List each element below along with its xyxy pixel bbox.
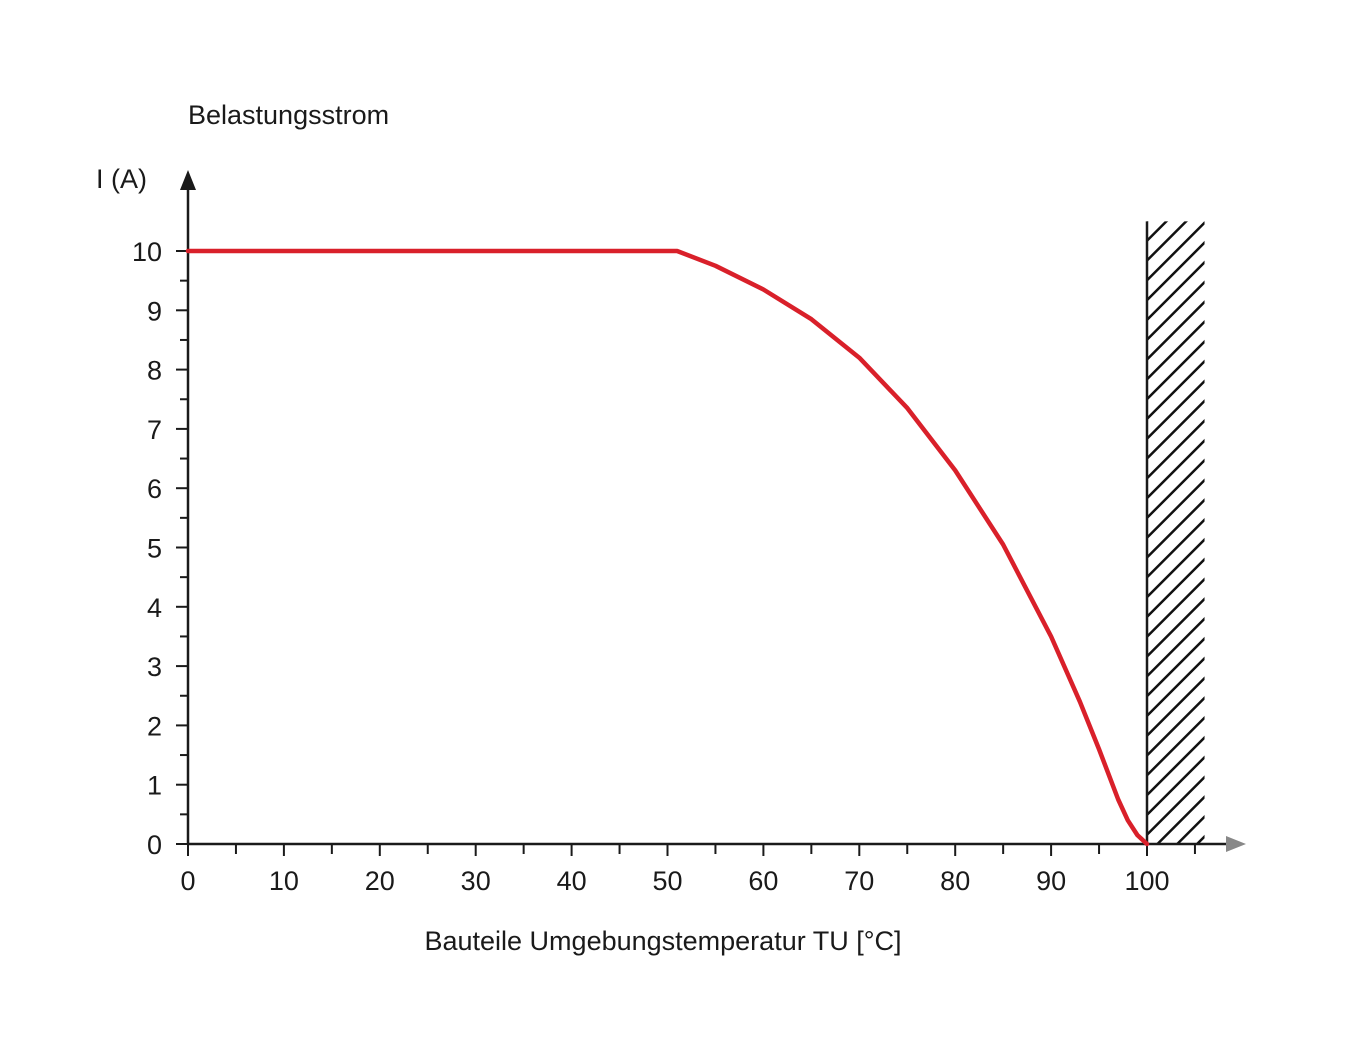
hatched-region	[1147, 221, 1205, 845]
derating-curve	[185, 248, 1150, 847]
x-tick-label: 70	[844, 866, 874, 896]
y-tick-label: 0	[147, 830, 162, 860]
y-tick-label: 6	[147, 474, 162, 504]
x-tick-label: 90	[1036, 866, 1066, 896]
x-tick-label: 100	[1124, 866, 1169, 896]
x-tick-label: 50	[652, 866, 682, 896]
y-tick-label: 10	[132, 237, 162, 267]
chart-title: Belastungsstrom	[188, 100, 389, 130]
x-tick-label: 80	[940, 866, 970, 896]
y-tick-label: 4	[147, 593, 162, 623]
y-tick-label: 9	[147, 296, 162, 326]
x-tick-label: 0	[180, 866, 195, 896]
y-tick-label: 5	[147, 534, 162, 564]
y-tick-label: 2	[147, 711, 162, 741]
x-tick-label: 10	[269, 866, 299, 896]
y-tick-label: 3	[147, 652, 162, 682]
x-axis-arrow	[1226, 836, 1246, 852]
y-tick-label: 8	[147, 356, 162, 386]
y-axis-label: I (A)	[96, 164, 147, 194]
x-tick-label: 40	[557, 866, 587, 896]
x-tick-label: 60	[748, 866, 778, 896]
x-tick-label: 30	[461, 866, 491, 896]
x-tick-label: 20	[365, 866, 395, 896]
x-axis-label: Bauteile Umgebungstemperatur TU [°C]	[424, 926, 901, 956]
y-tick-label: 7	[147, 415, 162, 445]
y-tick-label: 1	[147, 771, 162, 801]
y-axis-arrow	[180, 170, 196, 190]
